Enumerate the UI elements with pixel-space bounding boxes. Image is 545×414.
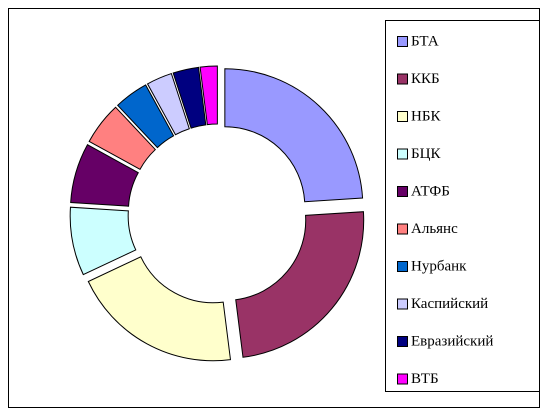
legend-label: Нурбанк	[411, 258, 467, 274]
legend-swatch	[397, 373, 408, 385]
donut-slice	[146, 72, 190, 136]
legend-swatch	[397, 36, 408, 47]
legend-swatch	[397, 261, 408, 272]
legend-swatch	[397, 186, 408, 197]
donut-slice	[172, 66, 207, 129]
legend-label: АТФБ	[411, 183, 450, 199]
donut-slice	[116, 84, 175, 149]
donut-slice	[69, 206, 137, 276]
legend-label: Евразийский	[411, 333, 493, 349]
legend-label: ККБ	[411, 71, 440, 87]
legend-box	[385, 20, 540, 392]
legend-label: ВТБ	[411, 371, 439, 387]
legend-label: БТА	[411, 33, 439, 49]
donut-slice	[199, 65, 218, 126]
legend-label: Каспийский	[411, 296, 488, 312]
legend-swatch	[397, 336, 408, 347]
legend-label: Альянс	[411, 221, 458, 237]
legend-label: БЦК	[411, 146, 441, 162]
donut-slice	[235, 211, 365, 358]
legend-swatch	[397, 73, 408, 85]
donut-slice	[87, 256, 232, 362]
legend-swatch	[397, 148, 408, 160]
donut-slice	[88, 106, 157, 171]
donut-slice	[70, 144, 139, 207]
legend-label: НБК	[411, 108, 441, 124]
legend-swatch	[397, 223, 408, 235]
legend-swatch	[397, 111, 408, 122]
donut-slice	[224, 68, 364, 203]
legend-swatch	[397, 298, 408, 310]
